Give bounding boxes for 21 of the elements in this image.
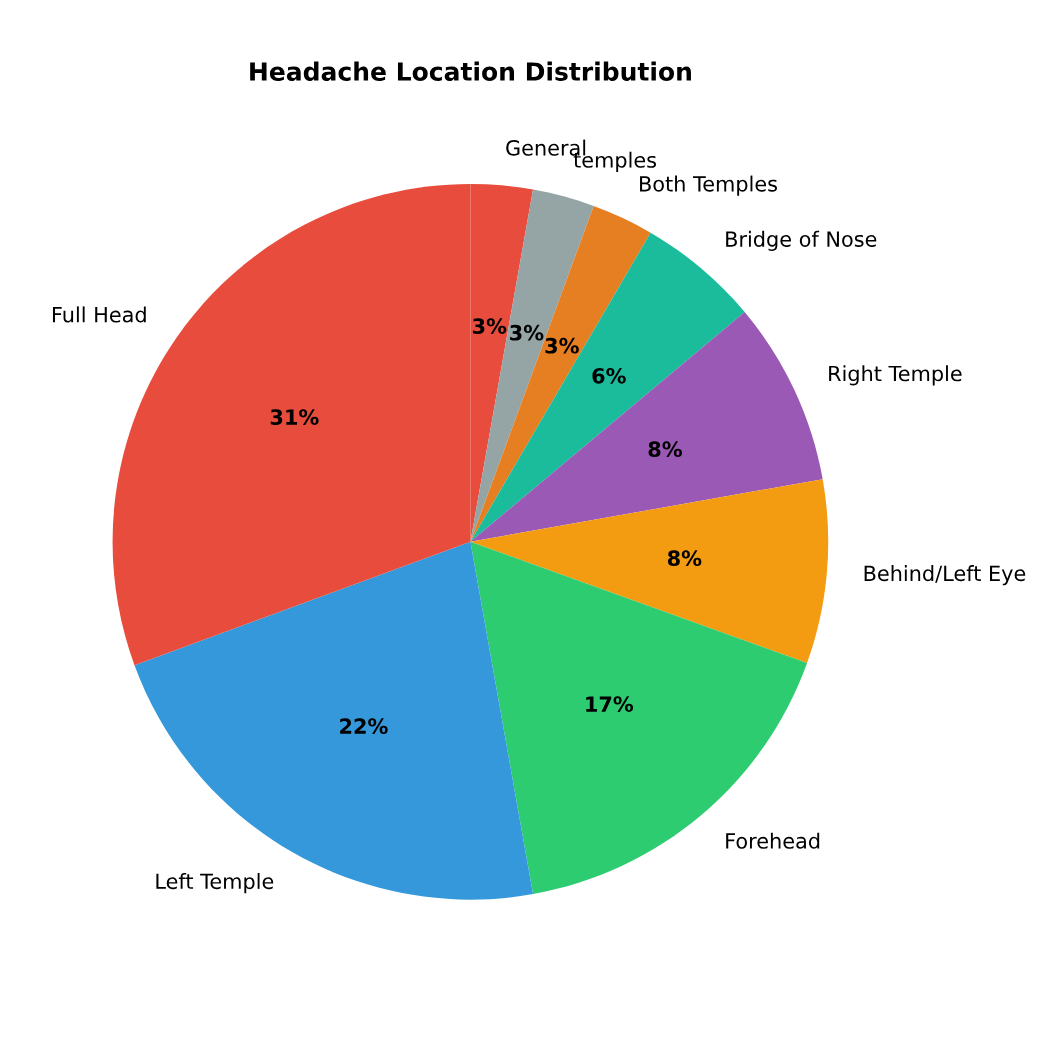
pie-slice <box>470 311 823 542</box>
pie-slice <box>470 189 594 542</box>
slice-label: Bridge of Nose <box>726 230 877 251</box>
data-label: 3% <box>510 324 544 341</box>
slice-label: Behind/Left Eye <box>864 565 1026 586</box>
chart-title: Headache Location Distribution <box>250 61 691 81</box>
slice-label: Right Temple <box>829 365 962 386</box>
slice-label: Left Temple <box>156 873 274 894</box>
pie-slice <box>470 479 829 664</box>
data-label: 22% <box>340 718 388 735</box>
slice-label: Forehead <box>726 832 820 849</box>
slice-label: Full Head <box>52 306 146 323</box>
data-label: 31% <box>270 409 319 425</box>
pie-slice <box>134 541 534 900</box>
data-label: 17% <box>586 696 634 712</box>
data-label: 8% <box>667 550 702 567</box>
data-label: 6% <box>592 367 626 384</box>
slice-label: Both Temples <box>640 175 777 196</box>
data-label: 3% <box>545 337 579 354</box>
data-label: 8% <box>648 441 682 458</box>
data-label: 3% <box>472 318 507 334</box>
